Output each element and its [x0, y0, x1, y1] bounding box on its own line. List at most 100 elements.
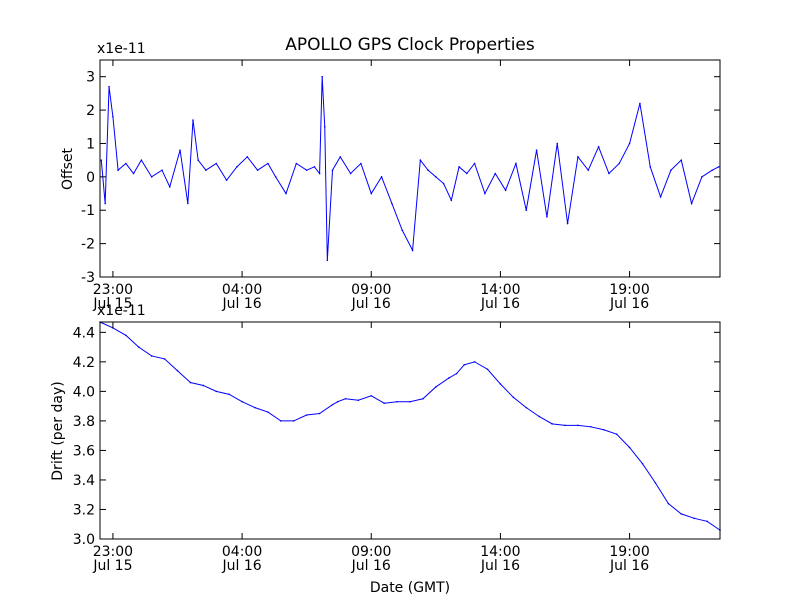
- drift-data-point: [435, 386, 437, 388]
- offset-data-point: [140, 159, 143, 161]
- drift-x-tick-time: 19:00: [609, 544, 649, 560]
- offset-x-tick-date: Jul 16: [351, 296, 391, 312]
- drift-x-tick-date: Jul 16: [609, 558, 649, 574]
- offset-x-tick-time: 04:00: [222, 282, 262, 298]
- offset-data-point: [179, 149, 181, 151]
- offset-x-tick-date: Jul 16: [480, 296, 520, 312]
- offset-data-point: [587, 169, 590, 171]
- drift-data-point: [447, 377, 450, 379]
- drift-x-tick-date: Jul 15: [92, 558, 132, 574]
- drift-data-point: [525, 406, 528, 409]
- drift-y-tick-label: 4.0: [73, 384, 95, 400]
- drift-x-tick-time: 23:00: [93, 544, 133, 560]
- drift-y-tick-label: 3.0: [73, 532, 95, 548]
- drift-y-multiplier: x1e-11: [97, 303, 146, 319]
- offset-panel: x1e-11 Offset: [60, 41, 721, 278]
- offset-data-point: [435, 176, 437, 178]
- offset-data-point: [484, 192, 486, 195]
- drift-data-point: [551, 423, 553, 425]
- offset-data-point: [370, 192, 373, 195]
- drift-data-point: [292, 420, 295, 422]
- drift-data-point: [577, 424, 579, 427]
- offset-data-point: [104, 202, 106, 205]
- offset-data-point: [659, 196, 662, 198]
- drift-data-point: [628, 446, 631, 449]
- offset-data-point: [556, 142, 559, 145]
- offset-data-point: [150, 176, 153, 178]
- drift-data-point: [267, 411, 269, 413]
- drift-data-point: [499, 383, 502, 385]
- offset-data-point: [690, 202, 693, 205]
- offset-y-tick-label: -1: [81, 203, 95, 219]
- offset-y-tick-label: 0: [86, 170, 95, 186]
- drift-data-point: [163, 358, 166, 360]
- offset-x-tick-time: 19:00: [609, 282, 649, 298]
- offset-data-point: [566, 222, 569, 225]
- drift-data-point: [602, 428, 605, 431]
- drift-data-point: [336, 400, 339, 403]
- offset-data-point: [639, 102, 641, 105]
- offset-plot-area: [100, 75, 720, 262]
- offset-data-point: [597, 146, 600, 148]
- offset-data-point: [236, 166, 238, 168]
- offset-x-tick-time: 14:00: [480, 282, 520, 298]
- drift-data-point: [667, 502, 670, 505]
- offset-data-point: [205, 169, 207, 171]
- drift-x-tick-time: 14:00: [480, 544, 520, 560]
- chart-title: APOLLO GPS Clock Properties: [285, 35, 535, 55]
- drift-data-point: [150, 355, 153, 357]
- drift-data-point: [396, 400, 398, 403]
- drift-data-point: [318, 412, 321, 415]
- drift-data-point: [590, 426, 592, 428]
- offset-data-point: [117, 169, 119, 171]
- drift-y-tick-label: 4.2: [73, 355, 95, 371]
- drift-data-point: [280, 420, 282, 422]
- offset-data-point: [295, 162, 298, 165]
- drift-data-point: [137, 346, 140, 348]
- drift-y-axis-label: Drift (per day): [50, 381, 66, 480]
- drift-data-point: [654, 482, 657, 484]
- offset-axes-frame: [99, 59, 721, 278]
- offset-data-point: [161, 169, 163, 171]
- offset-data-point: [132, 172, 135, 175]
- offset-data-point: [225, 179, 228, 181]
- offset-data-point: [256, 169, 259, 171]
- offset-data-point: [525, 209, 528, 212]
- offset-data-point: [680, 159, 683, 161]
- drift-x-tick-date: Jul 16: [222, 558, 262, 574]
- drift-data-point: [473, 361, 476, 363]
- offset-data-point: [305, 169, 308, 171]
- offset-x-tick-date: Jul 16: [222, 296, 262, 312]
- drift-data-point: [215, 390, 218, 393]
- drift-data-point: [189, 381, 192, 384]
- drift-data-point: [706, 520, 708, 523]
- offset-data-point: [450, 199, 453, 202]
- drift-data-point: [202, 384, 205, 387]
- drift-x-tick-date: Jul 16: [351, 558, 391, 574]
- drift-data-point: [463, 364, 466, 366]
- offset-data-point: [701, 176, 703, 178]
- offset-data-point: [100, 159, 103, 161]
- offset-data-point: [326, 259, 329, 262]
- offset-series-line: [100, 76, 719, 261]
- drift-data-point: [615, 433, 618, 435]
- drift-data-point: [254, 406, 256, 409]
- offset-data-point: [349, 172, 352, 175]
- offset-data-point: [618, 162, 621, 165]
- offset-data-point: [331, 169, 334, 171]
- drift-data-point: [370, 395, 373, 397]
- offset-y-axis-label: Offset: [60, 147, 76, 190]
- offset-data-point: [473, 162, 476, 165]
- offset-data-point: [628, 142, 631, 145]
- x-axis-label: Date (GMT): [370, 580, 450, 596]
- drift-y-tick-label: 4.4: [73, 325, 95, 341]
- offset-data-point: [321, 75, 323, 78]
- drift-data-point: [176, 369, 179, 372]
- drift-data-point: [125, 334, 127, 337]
- drift-data-point: [512, 396, 515, 399]
- offset-data-point: [442, 182, 445, 185]
- offset-y-tick-label: 2: [86, 103, 95, 119]
- offset-data-point: [427, 169, 429, 171]
- offset-y-tick-label: -3: [81, 270, 95, 286]
